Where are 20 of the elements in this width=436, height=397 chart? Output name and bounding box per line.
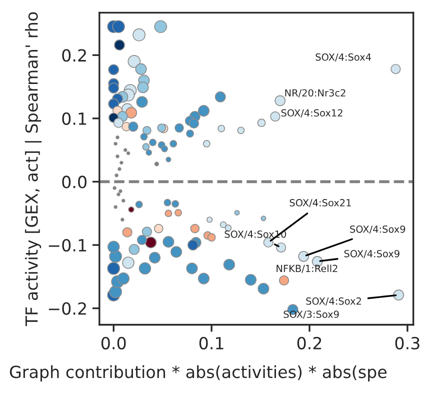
annotation: SOX/4:Sox12 bbox=[281, 109, 342, 118]
y-tick-label: −0.2 bbox=[48, 302, 86, 315]
y-tick-label: 0.2 bbox=[62, 49, 86, 62]
annotation: NR/20:Nr3c2 bbox=[285, 89, 346, 98]
y-tick-label: −0.1 bbox=[48, 238, 86, 252]
x-tick-label: 0.3 bbox=[395, 336, 420, 350]
annotation: SOX/4:Sox9 bbox=[344, 250, 400, 258]
x-tick-label: 0.1 bbox=[199, 336, 224, 350]
x-tick-label: 0.2 bbox=[297, 336, 322, 350]
annotation: NFKB/1:Rell2 bbox=[276, 264, 338, 273]
annotation: SOX/4:Sox21 bbox=[290, 199, 351, 208]
annotation: SOX/3:Sox9 bbox=[284, 310, 339, 319]
y-tick-label: 0.1 bbox=[62, 112, 86, 125]
y-axis-title: TF activity [GEX, act] | Spearman' rho bbox=[24, 12, 42, 326]
annotation: SOX/4:Sox2 bbox=[306, 297, 361, 306]
x-tick-label: 0.0 bbox=[101, 336, 126, 350]
y-tick-label: 0.0 bbox=[62, 176, 86, 188]
annotation: SOX/4:Sox4 bbox=[316, 53, 371, 62]
annotation: SOX/4:Sox9 bbox=[350, 225, 406, 234]
x-axis-title: Graph contribution * abs(activities) * abs(spe bbox=[10, 365, 387, 382]
